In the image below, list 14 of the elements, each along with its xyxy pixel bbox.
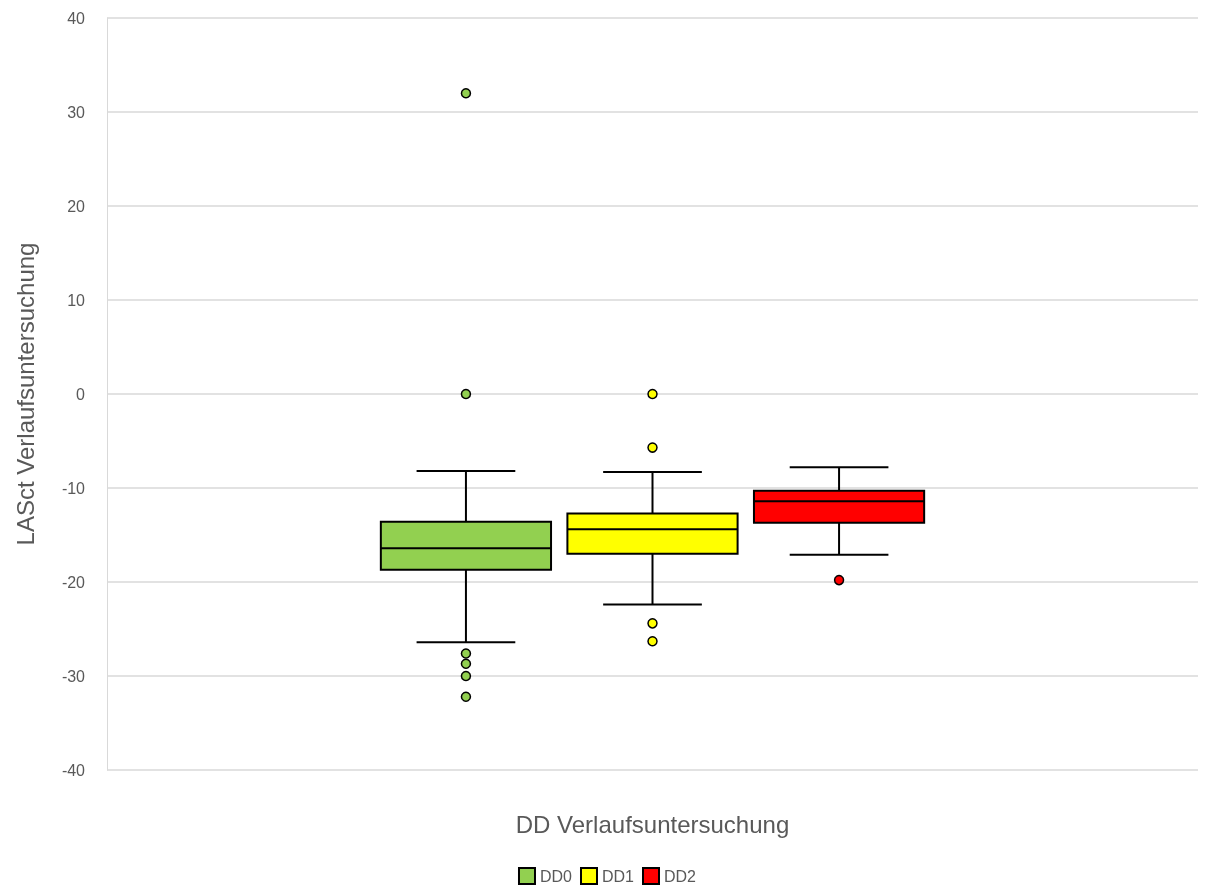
y-tick-label: 40 <box>67 9 86 27</box>
legend-label: DD0 <box>539 867 573 885</box>
legend-label: DD1 <box>602 867 635 885</box>
y-tick-label: 0 <box>76 385 86 403</box>
y-tick-label: 20 <box>67 197 86 215</box>
y-tick-label: 10 <box>67 291 86 309</box>
y-tick-label: -10 <box>61 479 86 497</box>
legend-label: DD2 <box>664 867 697 885</box>
x-axis-title: DD Verlaufsuntersuchung <box>515 810 790 838</box>
y-tick-label: -20 <box>61 573 86 591</box>
y-tick-label: -40 <box>61 761 86 779</box>
y-axis-title: LASct Verlaufsuntersuchung <box>11 242 39 546</box>
y-tick-label: 30 <box>67 103 86 121</box>
y-tick-label: -30 <box>61 667 86 685</box>
